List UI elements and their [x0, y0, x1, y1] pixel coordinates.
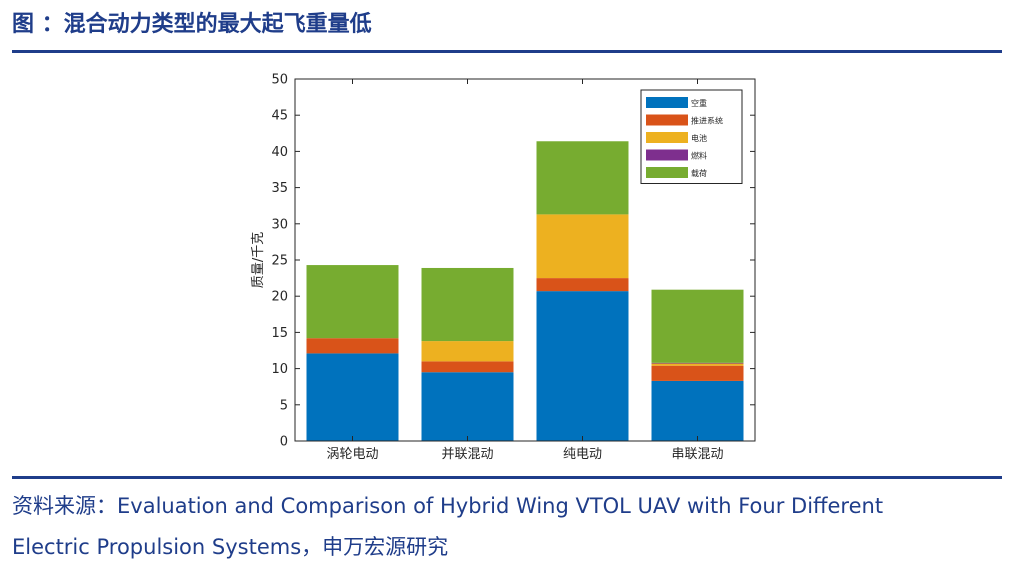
y-tick-label-11: 50 — [271, 73, 288, 88]
bar-segment-3-5 — [536, 141, 629, 215]
bar-segment-3-2 — [536, 278, 629, 292]
y-axis-label: 质量/千克 — [251, 232, 266, 288]
bar-segment-4-1 — [651, 380, 744, 441]
source-divider — [12, 476, 1002, 479]
x-tick-label-3: 纯电动 — [563, 447, 602, 462]
chart-container: 涡轮电动 并联混动 纯电动 串联混动 0 5 10 15 20 25 30 35 40 45 50 质量/千克… — [240, 62, 780, 472]
figure-title: 图 ：混合动力类型的最大起飞重量低 — [12, 12, 372, 37]
bar-segment-3-3 — [536, 214, 629, 279]
y-tick-label-9: 40 — [271, 145, 288, 160]
bar-segment-1-1 — [306, 353, 399, 441]
title-divider — [12, 50, 1002, 53]
bar-segment-3-1 — [536, 291, 629, 441]
source-line-2: Electric Propulsion Systems，申万宏源研究 — [12, 535, 449, 559]
legend-swatch-4 — [646, 149, 688, 161]
y-tick-label-3: 10 — [271, 362, 288, 377]
y-tick-label-1: 0 — [280, 435, 288, 450]
y-tick-label-7: 30 — [271, 217, 288, 232]
bar-segment-4-2 — [651, 365, 744, 381]
source-note: 资料来源：Evaluation and Comparison of Hybrid… — [12, 486, 1002, 568]
legend-swatch-2 — [646, 114, 688, 126]
x-tick-label-4: 串联混动 — [671, 447, 723, 462]
legend-label-2: 推进系统 — [691, 116, 723, 126]
y-tick-label-5: 20 — [271, 290, 288, 305]
stacked-bar-chart: 涡轮电动 并联混动 纯电动 串联混动 0 5 10 15 20 25 30 35 40 45 50 质量/千克… — [251, 73, 756, 462]
source-line-1: 资料来源：Evaluation and Comparison of Hybrid… — [12, 494, 884, 518]
bar-segment-4-4 — [651, 362, 744, 364]
legend-label-5: 载荷 — [691, 168, 707, 178]
bar-segment-2-1 — [421, 372, 514, 441]
legend-label-3: 电池 — [691, 133, 707, 143]
y-tick-label-2: 5 — [280, 398, 288, 413]
legend-swatch-3 — [646, 132, 688, 143]
legend-label-4: 燃料 — [691, 151, 707, 161]
y-tick-label-8: 35 — [271, 181, 288, 196]
legend-swatch-1 — [646, 97, 688, 108]
bar-segment-1-2 — [306, 338, 399, 354]
y-tick-label-10: 45 — [271, 109, 288, 124]
legend-label-1: 空重 — [691, 98, 707, 108]
y-tick-label-6: 25 — [271, 254, 288, 269]
bar-segment-4-3 — [651, 363, 744, 366]
bar-segment-2-2 — [421, 361, 514, 373]
y-tick-label-4: 15 — [271, 326, 288, 341]
bar-segment-1-5 — [306, 265, 399, 339]
legend-swatch-5 — [646, 167, 688, 178]
bar-segment-4-5 — [651, 289, 744, 363]
bar-segment-2-5 — [421, 267, 514, 342]
x-tick-label-2: 并联混动 — [441, 447, 493, 462]
x-tick-label-1: 涡轮电动 — [326, 447, 378, 462]
bar-segment-2-3 — [421, 341, 514, 362]
